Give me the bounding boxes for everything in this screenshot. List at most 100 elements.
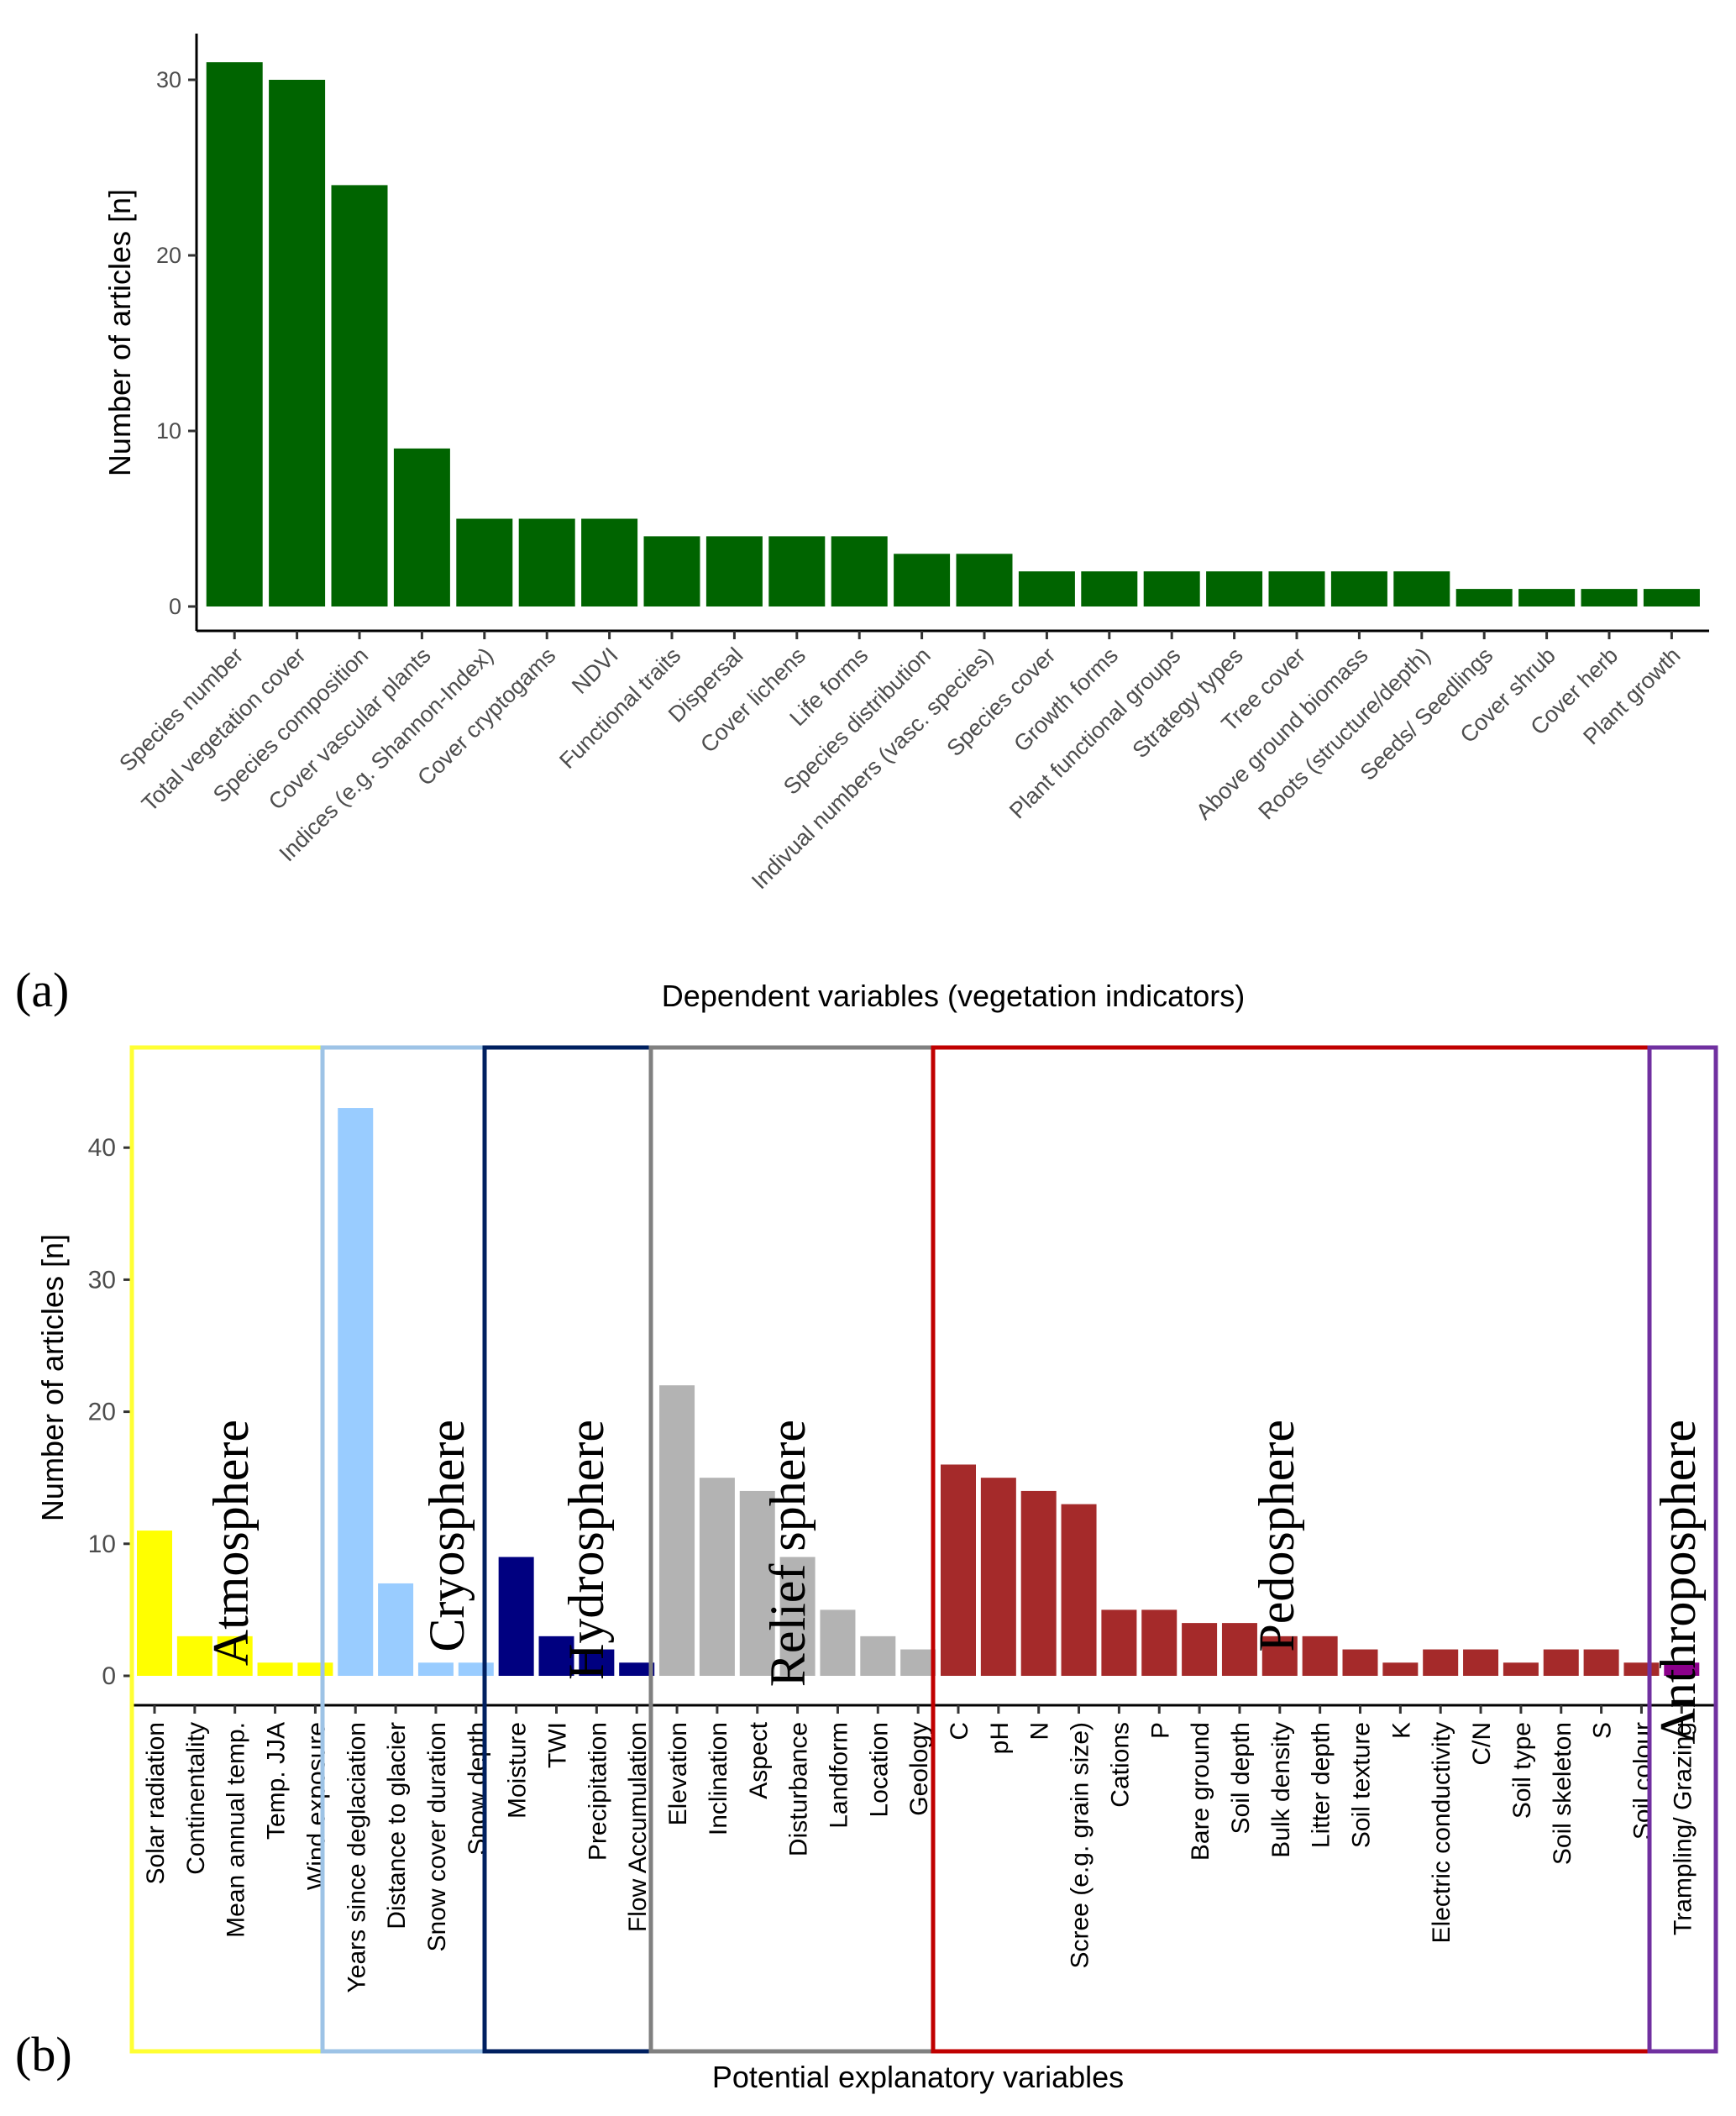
b-bar <box>860 1636 896 1676</box>
a-bar <box>1143 571 1200 606</box>
b-x-tick-label: Bare ground <box>1187 1722 1214 1861</box>
b-x-tick-label: Scree (e.g. grain size) <box>1067 1722 1094 1968</box>
sphere-title: Anthroposphere <box>1650 1420 1706 1745</box>
b-x-tick-label: Flow Accumulation <box>624 1722 652 1932</box>
b-bar <box>980 1478 1016 1676</box>
b-x-tick-label: Temp. JJA <box>263 1722 291 1840</box>
b-x-tick-label: Precipitation <box>584 1722 611 1861</box>
a-bar <box>1330 571 1387 606</box>
b-x-tick-label: Snow depth <box>464 1722 491 1855</box>
b-x-tick-label: Wind exposure <box>302 1722 330 1890</box>
b-bar <box>1101 1609 1137 1676</box>
b-x-tick-label: Location <box>865 1722 893 1817</box>
a-y-tick-label: 0 <box>169 594 181 619</box>
a-bar <box>1393 571 1450 606</box>
b-y-tick-label: 0 <box>102 1662 116 1690</box>
b-x-tick-label: Disturbance <box>785 1722 813 1856</box>
b-x-tick-label: Cations <box>1106 1722 1134 1808</box>
b-x-tick-label: Years since deglaciation <box>343 1722 370 1993</box>
b-bar <box>1463 1649 1499 1676</box>
b-bar <box>1020 1490 1057 1676</box>
b-x-tick-label: Mean annual temp. <box>223 1722 250 1938</box>
a-bar <box>643 536 700 606</box>
b-bar <box>378 1583 414 1676</box>
b-bar <box>498 1557 534 1676</box>
b-bar <box>659 1385 695 1676</box>
a-x-tick-label: Strategy types <box>1128 643 1248 763</box>
b-bar <box>1543 1649 1579 1676</box>
b-x-tick-label: Distance to glacier <box>383 1722 411 1930</box>
b-x-tick-label: Soil skeleton <box>1549 1722 1576 1865</box>
a-bar <box>1643 589 1700 606</box>
b-y-tick-label: 10 <box>88 1531 116 1558</box>
b-bar <box>257 1662 293 1676</box>
a-bar <box>894 554 951 606</box>
b-bar <box>1583 1649 1619 1676</box>
b-bar <box>137 1531 172 1676</box>
a-bar <box>956 554 1013 606</box>
b-x-tick-label: Trampling/ Grazing <box>1669 1722 1697 1935</box>
a-y-tick-label: 30 <box>156 67 181 92</box>
b-x-tick-label: Landform <box>825 1722 852 1829</box>
a-y-axis-title: Number of articles [n] <box>102 189 137 476</box>
a-bar <box>1455 589 1513 606</box>
b-x-tick-label: Bulk density <box>1267 1722 1295 1858</box>
b-y-axis-title: Number of articles [n] <box>35 1234 70 1521</box>
a-bar <box>831 536 888 606</box>
b-x-tick-label: Soil type <box>1508 1722 1536 1819</box>
b-x-tick-label: Litter depth <box>1308 1722 1335 1848</box>
a-bar <box>1268 571 1325 606</box>
a-bar <box>1581 589 1638 606</box>
a-bar <box>331 185 388 606</box>
a-bar <box>269 80 326 606</box>
b-x-tick-label: Geology <box>905 1722 933 1816</box>
a-bar <box>393 448 450 606</box>
b-bar <box>417 1662 454 1676</box>
a-bar <box>1518 589 1576 606</box>
panel-a: Number of articles [n] Dependent variabl… <box>15 34 1709 1017</box>
sphere-title: Atmosphere <box>203 1420 259 1666</box>
b-bar <box>779 1557 816 1676</box>
b-x-tick-label: N <box>1026 1722 1054 1741</box>
b-bar <box>1382 1662 1419 1676</box>
b-x-tick-label: P <box>1146 1722 1174 1739</box>
a-y-tick-label: 20 <box>156 243 181 268</box>
b-bar <box>217 1636 253 1676</box>
a-bar <box>768 536 826 606</box>
sphere-title: Hydrosphere <box>559 1420 614 1680</box>
a-x-tick-label: NDVI <box>567 643 623 699</box>
b-x-tick-label: K <box>1387 1722 1415 1739</box>
a-bar <box>1081 571 1138 606</box>
a-bar <box>456 518 513 606</box>
b-x-tick-label: Moisture <box>504 1722 532 1819</box>
b-bar <box>1664 1662 1700 1676</box>
b-x-tick-label: Elevation <box>664 1722 692 1825</box>
a-panel-label: (a) <box>15 963 69 1017</box>
a-bar <box>518 518 575 606</box>
b-x-tick-label: pH <box>986 1722 1014 1754</box>
sphere-box <box>1647 1045 1718 2054</box>
b-bar <box>1342 1649 1378 1676</box>
b-x-tick-label: Continentality <box>182 1722 210 1875</box>
b-bar <box>1302 1636 1338 1676</box>
a-bar <box>1018 571 1075 606</box>
a-bar <box>1206 571 1263 606</box>
a-bar <box>581 518 638 606</box>
a-x-axis-title: Dependent variables (vegetation indicato… <box>662 979 1245 1013</box>
panel-b: Number of articles [n] Potential explana… <box>15 1045 1718 2094</box>
b-bar <box>579 1649 615 1676</box>
b-x-tick-label: Snow cover duration <box>423 1722 451 1952</box>
b-x-tick-label: S <box>1589 1722 1617 1739</box>
b-y-tick-label: 30 <box>88 1266 116 1294</box>
b-bar <box>176 1636 212 1676</box>
b-x-tick-label: Aspect <box>745 1721 773 1798</box>
b-x-tick-label: TWI <box>544 1722 572 1768</box>
b-x-tick-label: C <box>946 1722 973 1741</box>
b-x-tick-label: Solar radiation <box>142 1722 170 1884</box>
sphere-title: Cryosphere <box>419 1420 475 1652</box>
a-bar <box>705 536 763 606</box>
b-bar <box>739 1490 775 1676</box>
b-bar <box>1221 1623 1257 1676</box>
b-bar <box>1261 1636 1298 1676</box>
